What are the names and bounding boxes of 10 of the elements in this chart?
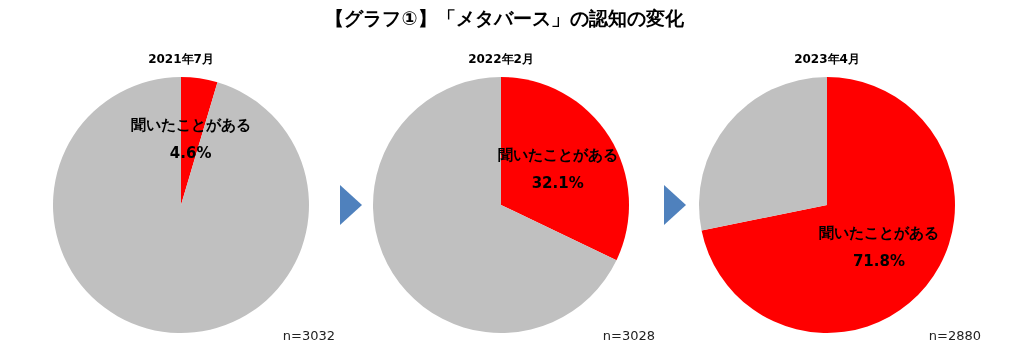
chart-title: 2022年2月: [468, 52, 534, 66]
chart-title: 2023年4月: [794, 52, 860, 66]
text: n=3032: [282, 328, 335, 343]
data-label: 71.8%: [852, 252, 905, 271]
text: 【グラフ①】「メタバース」の認知の変化: [324, 6, 685, 31]
slice-label: 聞いたことがある: [818, 224, 939, 243]
data-label: 32.1%: [531, 174, 584, 193]
chart-title: 2021年7月: [148, 52, 214, 66]
text: n=3028: [602, 328, 655, 343]
text: n=2880: [928, 328, 981, 343]
